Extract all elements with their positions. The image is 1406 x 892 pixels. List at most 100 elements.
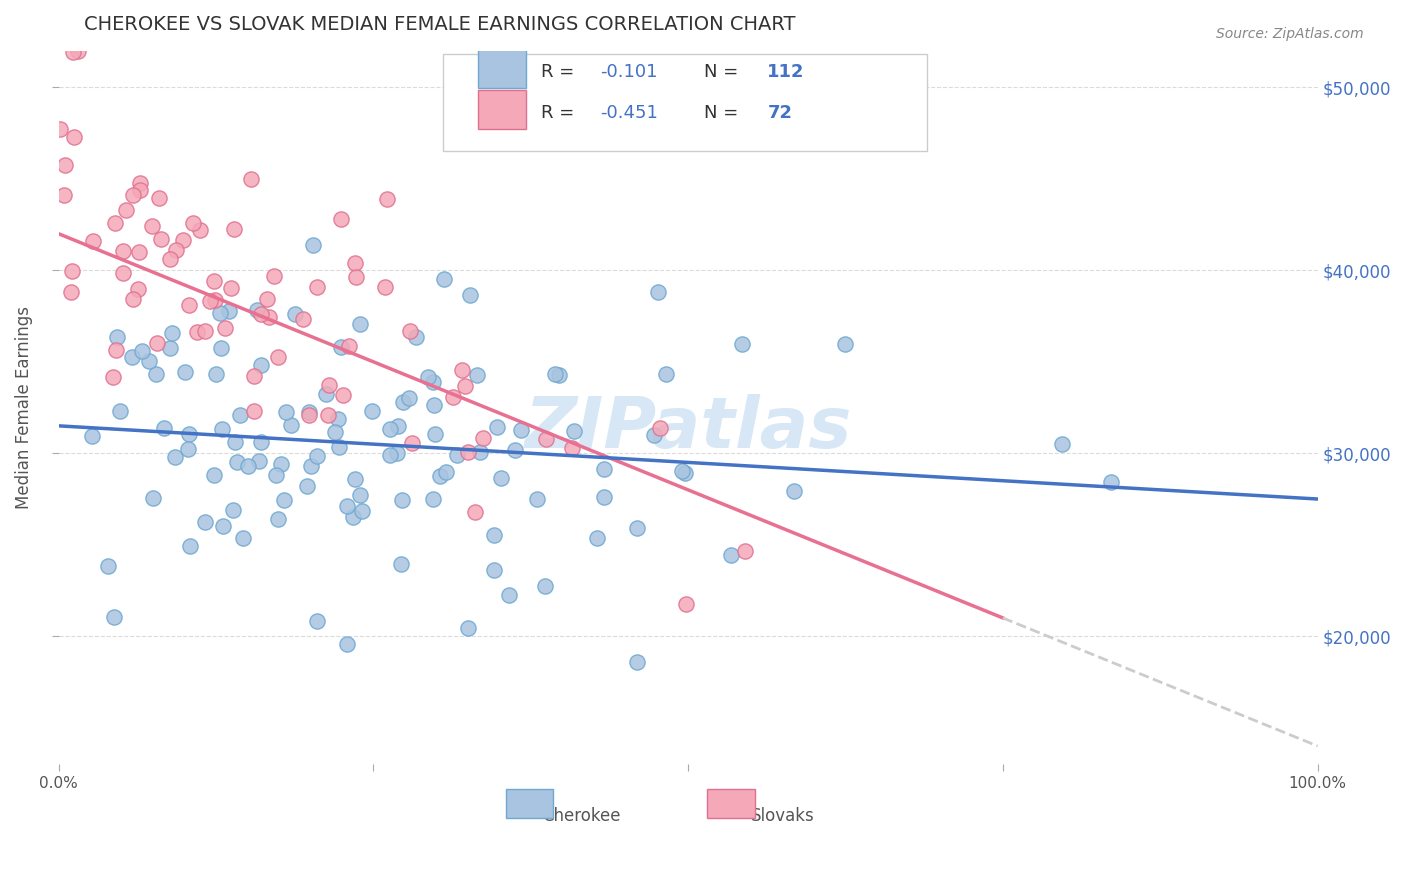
Point bbox=[209, 342, 232, 356]
Point bbox=[675, 597, 697, 611]
Point bbox=[163, 450, 186, 464]
Point bbox=[82, 234, 104, 248]
Point bbox=[643, 427, 665, 442]
Point bbox=[159, 252, 181, 267]
Text: ZIPatlas: ZIPatlas bbox=[524, 394, 852, 464]
Point bbox=[337, 339, 360, 353]
Point bbox=[468, 444, 491, 458]
Point bbox=[267, 350, 290, 364]
Point bbox=[194, 515, 217, 529]
Point bbox=[422, 491, 444, 506]
Point bbox=[202, 274, 225, 288]
Point bbox=[246, 303, 269, 318]
Point bbox=[128, 176, 150, 190]
Point bbox=[783, 483, 806, 498]
Point bbox=[226, 455, 249, 469]
Point bbox=[375, 192, 398, 206]
Point bbox=[232, 531, 254, 545]
Text: Slovaks: Slovaks bbox=[751, 807, 814, 825]
Point bbox=[165, 243, 187, 257]
Point bbox=[434, 465, 457, 479]
Text: R =: R = bbox=[541, 104, 579, 122]
Point bbox=[305, 615, 328, 629]
Point bbox=[114, 202, 136, 217]
Point bbox=[328, 412, 350, 426]
Point bbox=[62, 45, 84, 59]
Point bbox=[491, 471, 513, 485]
Point bbox=[179, 539, 201, 553]
Point bbox=[330, 340, 353, 354]
Point bbox=[264, 468, 287, 483]
Point bbox=[97, 558, 120, 573]
Point bbox=[401, 435, 423, 450]
Point bbox=[224, 435, 246, 450]
Point bbox=[328, 440, 350, 454]
FancyBboxPatch shape bbox=[478, 48, 526, 87]
Point bbox=[301, 238, 323, 252]
Point bbox=[299, 459, 322, 474]
Point bbox=[457, 444, 479, 458]
Point bbox=[544, 367, 567, 381]
Point bbox=[127, 282, 149, 296]
Point bbox=[122, 292, 145, 306]
Point bbox=[131, 343, 153, 358]
Point bbox=[307, 450, 329, 464]
Point bbox=[423, 398, 446, 412]
Point bbox=[270, 457, 292, 471]
Point bbox=[454, 379, 477, 393]
Point bbox=[222, 222, 245, 236]
FancyBboxPatch shape bbox=[506, 789, 554, 818]
Point bbox=[429, 469, 451, 483]
Point bbox=[626, 521, 648, 535]
Point bbox=[399, 324, 422, 338]
Point bbox=[273, 492, 295, 507]
Point bbox=[307, 280, 329, 294]
Point bbox=[392, 394, 415, 409]
Point bbox=[534, 579, 557, 593]
Point bbox=[509, 423, 531, 437]
Point bbox=[194, 324, 217, 338]
Point bbox=[336, 500, 359, 514]
Point bbox=[211, 422, 233, 436]
Point bbox=[834, 337, 856, 351]
Point bbox=[138, 354, 160, 368]
Point bbox=[236, 458, 259, 473]
Point bbox=[389, 557, 412, 571]
Point bbox=[218, 304, 240, 318]
Point bbox=[730, 337, 752, 351]
Point bbox=[647, 285, 669, 300]
Point bbox=[655, 367, 678, 381]
Point bbox=[648, 421, 671, 435]
Point bbox=[422, 375, 444, 389]
Point bbox=[380, 422, 402, 436]
Point bbox=[80, 429, 103, 443]
Point bbox=[263, 268, 285, 283]
Point bbox=[267, 511, 290, 525]
Point bbox=[181, 216, 204, 230]
Point bbox=[173, 365, 195, 379]
Point bbox=[257, 310, 280, 324]
Point bbox=[276, 405, 298, 419]
Text: R =: R = bbox=[541, 63, 579, 81]
Point bbox=[111, 267, 134, 281]
Point bbox=[205, 367, 228, 381]
Point bbox=[416, 370, 439, 384]
Point bbox=[446, 448, 468, 462]
Point bbox=[141, 219, 163, 233]
Text: 112: 112 bbox=[768, 63, 804, 81]
Point bbox=[222, 503, 245, 517]
Point bbox=[142, 491, 165, 505]
Point bbox=[104, 343, 127, 358]
Point bbox=[343, 472, 366, 486]
Point bbox=[592, 462, 614, 476]
Point bbox=[121, 350, 143, 364]
Point bbox=[204, 467, 226, 482]
Point bbox=[482, 563, 505, 577]
Point bbox=[441, 390, 464, 404]
Point bbox=[122, 188, 145, 202]
Point bbox=[256, 292, 278, 306]
Point bbox=[673, 466, 696, 480]
Point bbox=[378, 448, 401, 462]
Point bbox=[291, 312, 314, 326]
Point bbox=[280, 418, 302, 433]
